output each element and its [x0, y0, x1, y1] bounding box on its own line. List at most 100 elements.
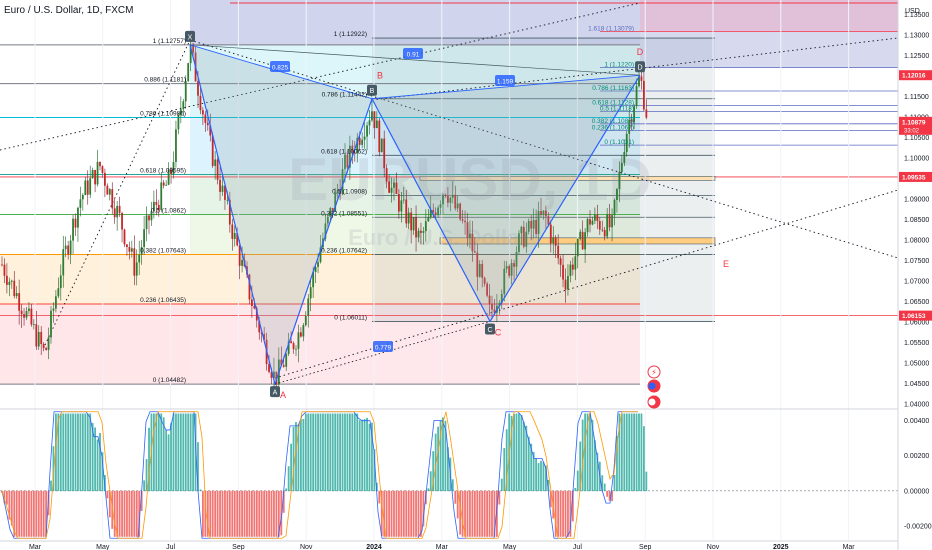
- fib-right-label: 0.382 (1.1083): [592, 118, 634, 125]
- candle-body: [69, 240, 72, 255]
- lightning-icon[interactable]: [647, 365, 661, 379]
- candle-body: [390, 187, 393, 193]
- osc-bar: [248, 490, 251, 537]
- osc-tick: 0.00200: [904, 453, 929, 460]
- candle-body: [238, 245, 241, 266]
- candle-body: [344, 154, 346, 170]
- fib-right-label: 1 (1.1220): [604, 62, 634, 69]
- candle-body: [20, 310, 23, 315]
- candle-body: [633, 106, 635, 123]
- fib-left-label: 0 (1.04482): [153, 377, 186, 384]
- osc-bar: [339, 413, 341, 492]
- time-tick: Mar: [29, 544, 42, 550]
- candle-body: [40, 331, 43, 345]
- candle-body: [594, 214, 596, 221]
- osc-bar: [522, 421, 525, 492]
- time-axis[interactable]: Mar May Jul Sep Nov 2024 Mar May Jul Sep Nov 2025 Ma…: [0, 540, 898, 550]
- osc-bar: [581, 419, 584, 492]
- osc-bar: [464, 490, 466, 537]
- osc-bar: [571, 490, 574, 522]
- event-icons[interactable]: ⚡: [647, 365, 661, 409]
- candle-body: [312, 271, 315, 288]
- candle-body: [398, 193, 400, 212]
- time-tick: Jul: [573, 544, 582, 550]
- candle-body: [505, 266, 508, 269]
- fib-right-label: 1.618 (1.13079): [588, 26, 634, 33]
- price-axis[interactable]: 1.135001.130001.125001.120001.115001.110…: [897, 0, 932, 550]
- time-tick: Nov: [707, 544, 720, 550]
- osc-bar: [302, 418, 305, 492]
- candle-body: [591, 220, 594, 225]
- candle-body: [447, 195, 449, 203]
- ratio-badge: [403, 48, 423, 59]
- price-tick: 1.09000: [904, 196, 929, 203]
- fib-left-label: 1 (1.12757): [153, 38, 186, 45]
- osc-bar: [206, 490, 209, 537]
- candle-body: [324, 223, 327, 239]
- candle-body: [373, 111, 376, 129]
- osc-bar: [503, 448, 506, 492]
- fib-left-zone: [190, 83, 640, 118]
- flag-glyph: [648, 398, 656, 406]
- candle-body: [444, 194, 447, 196]
- osc-bar: [586, 413, 589, 492]
- candle-body: [118, 205, 121, 213]
- candle-body: [28, 308, 30, 312]
- osc-bar: [368, 423, 371, 492]
- price-badge-label: 1.12016: [902, 73, 926, 80]
- candle-body: [623, 152, 626, 163]
- price-axis-bg: [898, 0, 932, 550]
- osc-bar: [326, 413, 329, 492]
- candle-body: [375, 120, 378, 129]
- osc-bar: [437, 426, 439, 492]
- osc-bar: [620, 413, 623, 492]
- candle-body: [451, 194, 454, 198]
- candle-body: [584, 232, 586, 250]
- osc-bar: [251, 490, 253, 537]
- osc-bar: [317, 413, 319, 492]
- candle-body: [282, 365, 285, 367]
- osc-bar: [255, 490, 258, 537]
- osc-bar: [393, 490, 395, 537]
- candle-body: [162, 182, 165, 186]
- osc-bar: [228, 490, 231, 537]
- osc-bar: [30, 490, 33, 537]
- fib-left-zone: [190, 254, 640, 305]
- candle-body: [72, 218, 74, 241]
- osc-bar: [143, 480, 145, 492]
- candle-body: [280, 359, 283, 366]
- candle-body: [140, 247, 143, 255]
- time-tick: May: [503, 544, 517, 550]
- candle-body: [10, 280, 13, 282]
- osc-bar: [429, 471, 432, 492]
- price-badge-label: 1.09535: [902, 174, 926, 181]
- candle-body: [341, 169, 344, 195]
- candle-body: [150, 211, 153, 221]
- osc-bar: [456, 490, 459, 519]
- candle-body: [424, 221, 427, 232]
- candle-body: [603, 229, 606, 237]
- osc-bar: [273, 490, 275, 537]
- candle-body: [202, 110, 204, 115]
- candle-body: [410, 212, 413, 231]
- candle-body: [241, 259, 243, 266]
- osc-bar: [197, 442, 199, 492]
- candle-body: [471, 233, 474, 252]
- lightning-glyph: ⚡: [651, 368, 657, 377]
- fib-right-label: 0.786 (1.1163): [592, 85, 634, 92]
- candle-body: [187, 63, 190, 82]
- osc-bar: [378, 490, 381, 504]
- osc-bar: [84, 413, 87, 492]
- osc-bar: [300, 419, 302, 492]
- osc-bar: [270, 490, 273, 537]
- candle-body: [8, 281, 11, 285]
- osc-bar: [596, 452, 599, 492]
- fib-right-zone: [640, 0, 898, 68]
- osc-bar: [444, 420, 447, 492]
- price-badge: [899, 70, 932, 81]
- osc-bar: [231, 490, 234, 537]
- candle-body: [385, 168, 388, 182]
- candle-body: [297, 332, 300, 349]
- osc-bar: [584, 413, 586, 492]
